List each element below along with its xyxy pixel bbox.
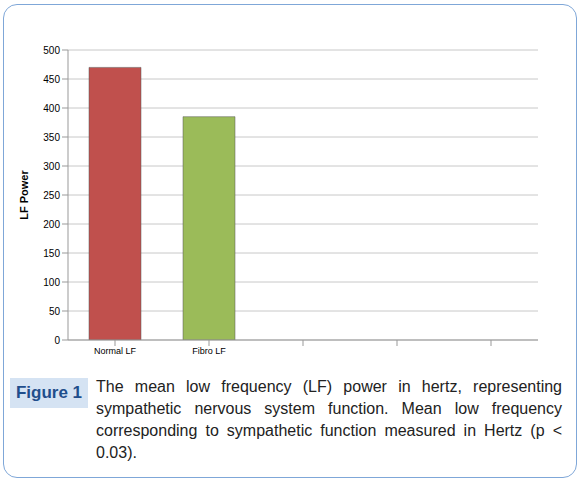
svg-text:450: 450 xyxy=(43,74,60,85)
svg-text:500: 500 xyxy=(43,45,60,56)
svg-text:400: 400 xyxy=(43,103,60,114)
svg-text:100: 100 xyxy=(43,277,60,288)
svg-text:150: 150 xyxy=(43,248,60,259)
svg-text:50: 50 xyxy=(49,306,61,317)
svg-text:Fibro LF: Fibro LF xyxy=(192,346,226,356)
html-text:Figure 1: Figure 1 xyxy=(15,383,83,402)
svg-text:200: 200 xyxy=(43,219,60,230)
svg-text:250: 250 xyxy=(43,190,60,201)
html-text:The mean low frequency (LF) po: The mean low frequency (LF) power in her… xyxy=(96,378,562,461)
svg-text:0: 0 xyxy=(54,335,60,346)
svg-text:350: 350 xyxy=(43,132,60,143)
svg-text:Normal LF: Normal LF xyxy=(94,346,137,356)
svg-text:LF Power: LF Power xyxy=(18,170,30,220)
svg-text:300: 300 xyxy=(43,161,60,172)
